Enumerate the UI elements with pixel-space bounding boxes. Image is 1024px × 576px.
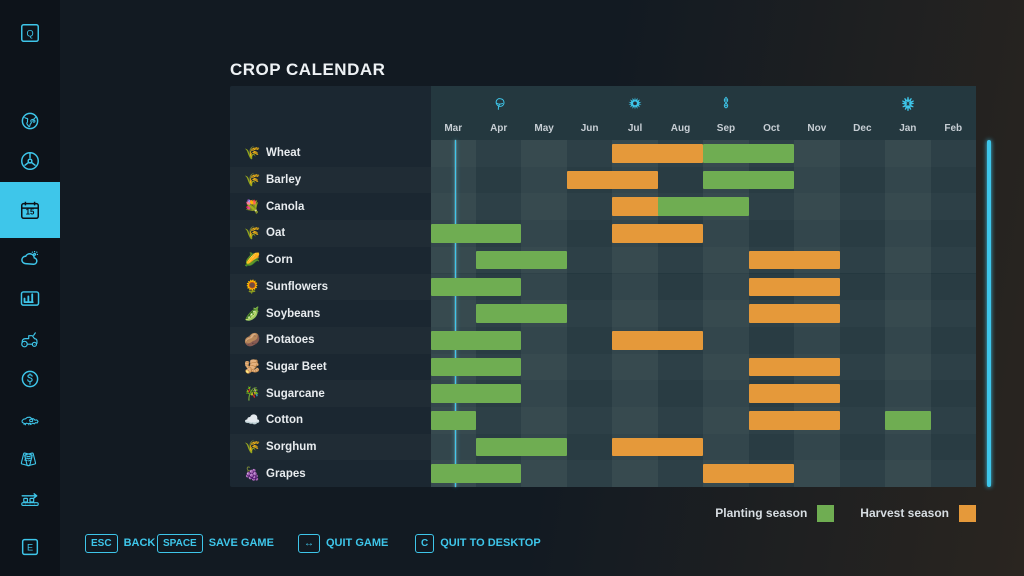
- svg-text:E: E: [27, 543, 33, 553]
- svg-text:Q: Q: [26, 29, 33, 39]
- svg-text:15: 15: [26, 208, 35, 217]
